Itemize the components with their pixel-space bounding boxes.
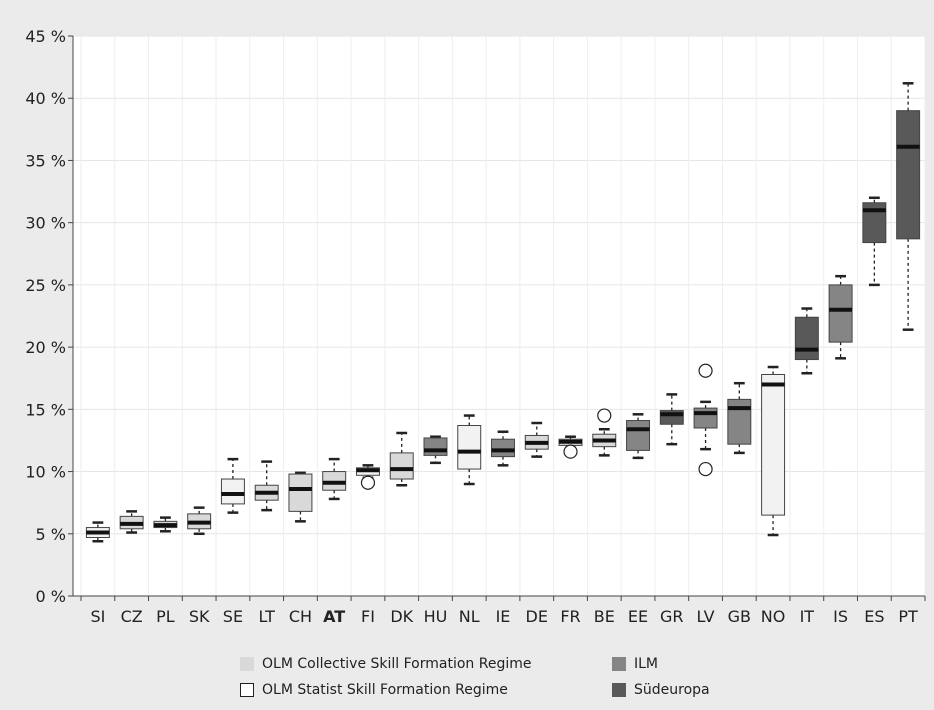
outlier-point: [360, 475, 376, 490]
x-tick-label-de: DE: [526, 607, 548, 626]
box-es: [862, 202, 887, 244]
legend-item-ilm: ILM: [612, 656, 658, 672]
legend-label-olm-collective: OLM Collective Skill Formation Regime: [262, 656, 532, 672]
x-tick-label-ch: CH: [289, 607, 312, 626]
legend-label-suedeuropa: Südeuropa: [634, 682, 710, 698]
legend-label-ilm: ILM: [634, 656, 659, 672]
y-tick-label: 45 %: [25, 27, 66, 46]
legend-item-olm-statist: OLM Statist Skill Formation Regime: [240, 682, 508, 698]
box-is: [828, 284, 853, 343]
x-tick-label-pl: PL: [156, 607, 175, 626]
x-tick-label-hu: HU: [424, 607, 448, 626]
outlier-point: [597, 408, 612, 423]
x-tick-label-fr: FR: [560, 607, 580, 626]
x-tick-label-ee: EE: [628, 607, 648, 626]
x-tick-label-fi: FI: [361, 607, 375, 626]
y-tick-label: 5 %: [36, 525, 66, 544]
legend-item-suedeuropa: Südeuropa: [612, 682, 710, 698]
box-ie: [491, 438, 515, 458]
legend: OLM Collective Skill Formation Regime OL…: [0, 652, 934, 702]
x-tick-label-ie: IE: [496, 607, 511, 626]
x-tick-label-lt: LT: [258, 607, 275, 626]
legend-swatch-suedeuropa: [612, 683, 626, 697]
y-tick-label: 30 %: [25, 214, 66, 233]
boxplot-chart: 0 % 5 % 10 % 15 % 20 % 25 % 30 % 35 % 40 % 45 % SI…: [25, 27, 926, 626]
x-tick-label-is: IS: [833, 607, 848, 626]
y-tick-label: 20 %: [25, 338, 66, 357]
x-tick-label-at: AT: [323, 607, 345, 626]
plot-area: [73, 36, 925, 596]
x-tick-label-pt: PT: [898, 607, 918, 626]
legend-swatch-olm-statist: [240, 683, 254, 697]
x-tick-label-es: ES: [864, 607, 884, 626]
y-tick-label: 40 %: [25, 89, 66, 108]
outlier-point: [563, 444, 578, 459]
box-no: [761, 373, 786, 516]
legend-label-olm-statist: OLM Statist Skill Formation Regime: [262, 682, 508, 698]
x-tick-label-no: NO: [761, 607, 786, 626]
x-tick-label-gb: GB: [728, 607, 751, 626]
box-pt: [896, 110, 921, 240]
box-it: [794, 316, 819, 361]
x-tick-label-sk: SK: [189, 607, 210, 626]
legend-swatch-ilm: [612, 657, 626, 671]
legend-item-olm-collective: OLM Collective Skill Formation Regime: [240, 656, 531, 672]
outlier-point: [698, 461, 713, 477]
y-tick-label: 35 %: [25, 151, 66, 170]
x-tick-label-se: SE: [223, 607, 243, 626]
legend-swatch-olm-collective: [240, 657, 254, 671]
box-nl: [457, 425, 482, 470]
outlier-point: [698, 363, 713, 378]
box-ee: [626, 420, 651, 451]
x-tick-label-si: SI: [90, 607, 105, 626]
box-se: [220, 478, 245, 505]
x-tick-label-it: IT: [800, 607, 815, 626]
box-hu: [423, 437, 448, 456]
y-tick-label: 25 %: [25, 276, 66, 295]
x-tick-label-cz: CZ: [121, 607, 143, 626]
x-tick-label-lv: LV: [697, 607, 715, 626]
y-tick-label: 10 %: [25, 463, 66, 482]
x-tick-label-nl: NL: [459, 607, 480, 626]
box-ch: [288, 473, 313, 512]
y-tick-label: 15 %: [25, 400, 66, 419]
box-gb: [727, 398, 752, 445]
x-tick-label-be: BE: [594, 607, 615, 626]
x-tick-label-gr: GR: [660, 607, 684, 626]
box-dk: [389, 452, 414, 480]
y-tick-label: 0 %: [36, 587, 66, 606]
x-tick-label-dk: DK: [390, 607, 413, 626]
